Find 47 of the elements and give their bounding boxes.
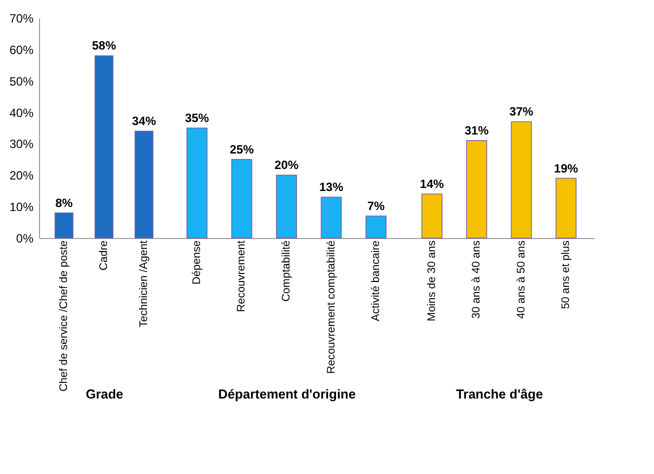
x-tick-label: Chef de service /Chef de poste bbox=[58, 240, 70, 392]
x-axis-title: Grade bbox=[86, 386, 124, 402]
data-label: 7% bbox=[367, 199, 386, 213]
data-label: 13% bbox=[319, 180, 344, 194]
y-tick-label: 40% bbox=[9, 106, 34, 120]
bar bbox=[186, 128, 208, 238]
bar bbox=[320, 196, 342, 238]
bar bbox=[421, 194, 442, 238]
bar bbox=[510, 121, 532, 238]
x-axis-title: Tranche d'âge bbox=[456, 386, 543, 402]
data-label: 58% bbox=[92, 38, 116, 53]
y-tick-label: 0% bbox=[16, 232, 34, 246]
data-label: 14% bbox=[420, 177, 444, 191]
x-tick-label: Cadre bbox=[98, 240, 110, 270]
bar bbox=[94, 55, 114, 238]
x-tick-label: 40 ans à 50 ans bbox=[515, 240, 528, 319]
data-label: 8% bbox=[55, 196, 73, 210]
bar bbox=[556, 178, 577, 238]
bar bbox=[54, 212, 74, 238]
bar bbox=[134, 130, 154, 238]
bar bbox=[466, 140, 488, 238]
data-label: 19% bbox=[554, 161, 578, 176]
y-tick-label: 60% bbox=[9, 42, 34, 57]
x-tick-label: Recouvrement comptabilité bbox=[325, 240, 338, 374]
x-tick-label: 50 ans et plus bbox=[560, 240, 572, 309]
x-tick-label: 30 ans à 40 ans bbox=[470, 240, 483, 319]
bar bbox=[276, 174, 297, 238]
y-tick-label: 20% bbox=[9, 168, 34, 183]
x-tick-label: Recouvrement bbox=[236, 240, 248, 312]
bar bbox=[366, 216, 386, 238]
y-tick-label: 10% bbox=[9, 200, 34, 214]
data-label: 34% bbox=[132, 114, 156, 128]
data-label: 37% bbox=[509, 104, 534, 119]
data-label: 31% bbox=[464, 124, 489, 138]
y-tick-label: 30% bbox=[9, 137, 34, 152]
data-label: 20% bbox=[274, 158, 299, 172]
data-label: 35% bbox=[184, 111, 210, 125]
x-tick-label: Comptabilité bbox=[280, 240, 292, 302]
data-label: 25% bbox=[230, 142, 254, 156]
y-tick-label: 50% bbox=[9, 74, 34, 88]
x-axis-title: Département d'origine bbox=[218, 386, 356, 402]
x-tick-label: Dépense bbox=[190, 240, 203, 285]
x-tick-label: Activité bancaire bbox=[370, 240, 382, 322]
bar bbox=[231, 159, 252, 238]
y-tick-label: 70% bbox=[9, 12, 34, 26]
x-tick-label: Technicien /Agent bbox=[138, 240, 150, 328]
x-tick-label: Moins de 30 ans bbox=[426, 240, 438, 322]
